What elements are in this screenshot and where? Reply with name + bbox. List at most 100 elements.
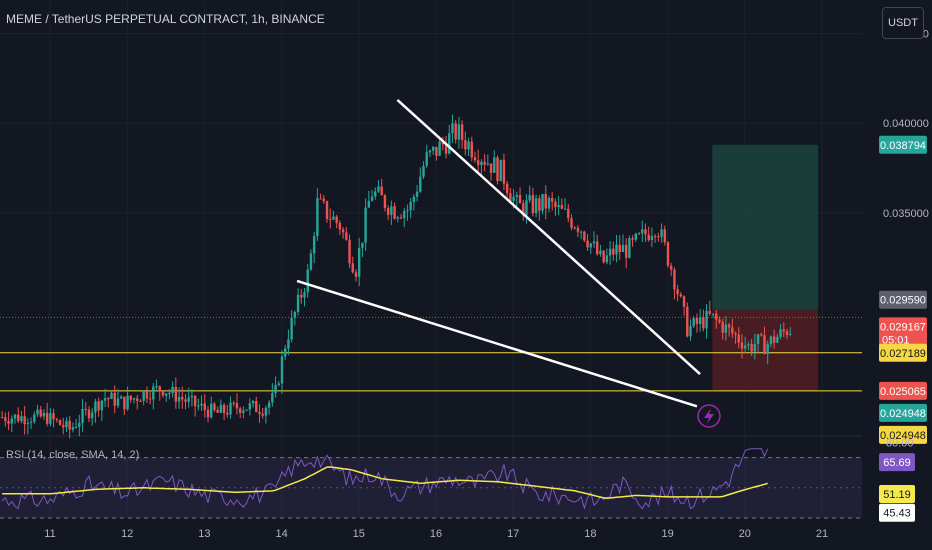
candle-body (624, 244, 628, 258)
candle-body (695, 317, 699, 324)
candle-body (306, 269, 309, 293)
position-zones[interactable] (712, 144, 819, 391)
candle-body (451, 123, 454, 134)
candle-body (248, 403, 252, 410)
candle-body (187, 397, 190, 402)
candle-body (438, 141, 441, 156)
candle-body (203, 403, 206, 410)
candle-body (210, 403, 213, 418)
candle-body (573, 227, 576, 229)
candle-body (721, 322, 724, 333)
candle-body (644, 229, 647, 235)
candle-body (589, 243, 592, 248)
candle-body (206, 409, 210, 418)
candle-body (386, 207, 390, 215)
candle-body (560, 205, 564, 209)
candle-body (550, 198, 554, 202)
candle-body (152, 386, 155, 400)
price-label-text: 0.024948 (880, 430, 926, 442)
candle-body (367, 200, 371, 208)
price-label-box (879, 317, 927, 348)
candle-body (33, 414, 36, 422)
time-tick-label: 16 (430, 528, 442, 540)
candle-body (650, 236, 654, 240)
candle-body (515, 194, 519, 197)
price-label-box (879, 290, 927, 309)
time-axis[interactable]: 11 12 13 14 15 16 17 18 19 20 21 (44, 528, 828, 540)
candle-body (348, 239, 351, 264)
candle-body (596, 241, 599, 255)
candle-body (94, 401, 97, 413)
candle-body (68, 420, 71, 430)
rsi-value-text: 65.69 (883, 457, 911, 469)
candle-body (592, 241, 596, 244)
time-tick-label: 17 (507, 528, 519, 540)
candle-body (711, 313, 715, 315)
candle-body (110, 392, 113, 399)
candle-body (91, 412, 94, 419)
candle-body (338, 222, 342, 230)
candle-body (177, 397, 181, 402)
candle-body (502, 159, 506, 184)
candle-body (390, 206, 393, 215)
rsi-tick-label: 80.00 (886, 438, 914, 450)
countdown-label: 05:01 (882, 334, 910, 346)
candle-body (351, 263, 354, 273)
candle-body (174, 387, 178, 402)
price-axis[interactable]: 0.0450000.0400000.0350000.0387940.029590… (862, 0, 932, 550)
candle-body (431, 146, 435, 151)
wedge-trendlines[interactable] (296, 98, 701, 408)
candle-body (78, 422, 81, 427)
candle-body (496, 157, 499, 182)
candle-body (547, 198, 551, 209)
candle-body (579, 231, 583, 233)
candle-body (7, 421, 10, 424)
chart-title: MEME / TetherUS PERPETUAL CONTRACT, 1h, … (6, 12, 325, 26)
candle-body (441, 141, 445, 145)
currency-button[interactable]: USDT (882, 7, 924, 39)
candle-body (583, 231, 586, 241)
candle-body (193, 395, 197, 407)
rsi-pane (0, 447, 862, 519)
candle-body (255, 401, 258, 412)
candle-body (62, 425, 65, 428)
candle-body (42, 412, 46, 417)
rsi-value-box (879, 485, 915, 504)
candle-body (319, 198, 322, 200)
candle-body (145, 391, 149, 399)
candle-body (608, 248, 612, 256)
candle-body (23, 416, 26, 425)
candle-body (425, 152, 428, 166)
candle-body (226, 412, 229, 415)
candle-body (341, 229, 345, 233)
price-label-text: 0.027189 (880, 348, 926, 360)
candle-body (480, 161, 483, 166)
candle-body (528, 195, 531, 201)
candle-body (264, 407, 268, 416)
candle-body (216, 409, 219, 413)
candle-body (36, 409, 39, 415)
candle-body (531, 195, 535, 214)
candle-body (641, 229, 644, 234)
candle-body (97, 401, 100, 411)
candle-body (473, 157, 477, 161)
candle-body (570, 218, 573, 228)
candle-body (219, 404, 223, 413)
flash-icon[interactable] (697, 404, 721, 428)
time-tick-label: 20 (739, 528, 751, 540)
price-label-box (879, 403, 927, 422)
candle-body (631, 238, 634, 240)
candle-body (409, 201, 412, 211)
time-tick-label: 14 (275, 528, 287, 540)
candle-body (300, 294, 303, 298)
candle-body (576, 227, 580, 232)
candle-body (142, 391, 145, 402)
rsi-indicator-label[interactable]: RSI (14, close, SMA, 14, 2) (6, 449, 140, 461)
candle-body (136, 398, 139, 401)
price-label-box (879, 343, 927, 362)
candle-body (621, 244, 625, 253)
candle-body (772, 336, 776, 343)
candle-body (335, 216, 338, 223)
candle-body (673, 269, 676, 290)
